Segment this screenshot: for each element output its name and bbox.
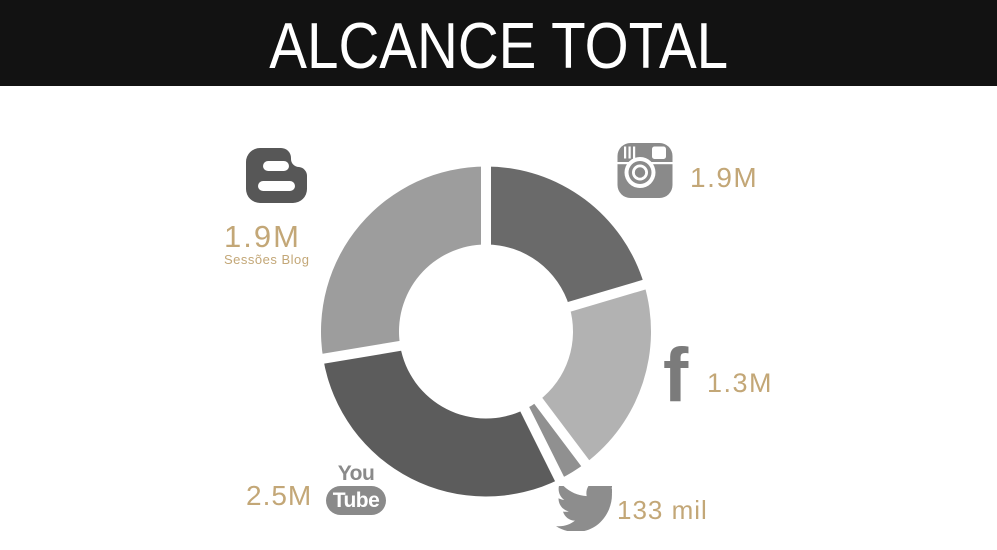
facebook-value: 1.3M [707,368,774,398]
segment-gap-line [516,399,569,490]
youtube-logo-you: You [337,462,375,485]
blogger-b-bottom-bar [258,181,295,191]
donut-segment-youtube [323,345,560,497]
donut-segment-blog-sessoes [320,166,486,359]
donut-segment-twitter [524,400,586,480]
donut-segment-instagram [486,166,645,307]
youtube-icon: You Tube [326,463,386,515]
facebook-icon: f [663,333,689,418]
segment-gap-line [313,339,410,366]
instagram-viewfinder [652,146,666,159]
youtube-value: 2.5M [246,480,313,511]
blogger-icon [246,148,308,203]
header-bar: ALCANCE TOTAL [0,0,997,86]
segment-gap-line [559,277,655,315]
blog-value: 1.9M [224,219,301,254]
chart-area: 1.9M Sessões Blog 1.9M f 1.3M 133 mil 2.… [0,86,997,550]
twitter-value: 133 mil [617,495,708,525]
segment-gap-line [528,390,595,474]
youtube-logo-tube: Tube [326,486,386,515]
twitter-icon [556,486,612,531]
page-title: ALCANCE TOTAL [269,8,728,82]
instagram-value: 1.9M [690,162,759,193]
donut-segment-facebook [538,284,652,464]
blogger-b-top-bar [263,161,289,171]
blog-sublabel: Sessões Blog [224,252,310,267]
instagram-icon [617,143,673,198]
